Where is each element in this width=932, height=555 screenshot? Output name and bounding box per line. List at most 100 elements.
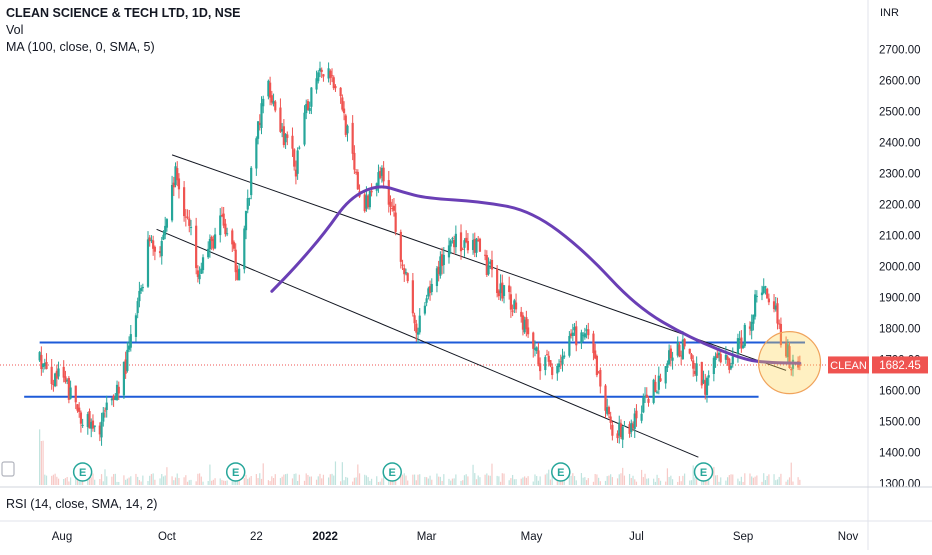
volume-bar (333, 475, 335, 485)
volume-bar (118, 481, 120, 485)
earnings-marker-icon (225, 462, 246, 482)
candle-body (690, 354, 693, 360)
chart-title: CLEAN SCIENCE & TECH LTD, 1D, NSE (6, 6, 241, 20)
candle-body (399, 231, 402, 262)
candle-body (90, 421, 93, 429)
volume-bar (489, 475, 491, 485)
candle-body (776, 303, 779, 324)
volume-bar (474, 473, 476, 485)
candle-body (236, 269, 239, 280)
volume-bar (224, 480, 226, 485)
volume-bar (44, 474, 46, 485)
volume-bar (556, 480, 558, 485)
symbol-tag-label: CLEAN (830, 360, 867, 372)
candle-body (752, 314, 755, 324)
volume-bar (401, 474, 404, 485)
candle-body (210, 236, 213, 241)
candle-body (198, 274, 201, 280)
volume-bar (424, 476, 426, 485)
volume-bar (732, 474, 734, 485)
candle-body (234, 249, 237, 273)
volume-bar (310, 476, 312, 485)
volume-bar (319, 473, 321, 485)
candle-body (346, 125, 349, 134)
volume-bar (78, 477, 80, 485)
volume-bar (212, 479, 214, 485)
candle-body (411, 280, 414, 314)
volume-bar (573, 476, 576, 485)
time-tick-label: Mar (417, 531, 437, 543)
volume-bar (183, 477, 185, 485)
volume-bar (102, 481, 104, 485)
candle-body (575, 326, 578, 346)
candle-body (544, 357, 547, 371)
volume-bar (451, 478, 454, 485)
volume-bar (752, 477, 755, 485)
candle-body (616, 433, 619, 439)
volume-bar (790, 462, 792, 485)
volume-bar (226, 480, 228, 485)
candle-body (57, 368, 60, 377)
volume-bar (763, 473, 765, 485)
volume-bar (104, 469, 106, 485)
volume-bar (90, 477, 92, 485)
volume-bar (202, 481, 204, 485)
candle-body (760, 292, 764, 296)
candle-body (41, 363, 45, 367)
candle-body (520, 311, 523, 317)
volume-bar (776, 479, 779, 485)
volume-bar (754, 476, 756, 485)
volume-bar (671, 479, 674, 485)
candle-body (406, 273, 409, 282)
volume-bar (647, 478, 650, 485)
volume-bar (623, 475, 626, 485)
candle-body (183, 187, 186, 217)
volume-bar (92, 473, 94, 485)
volume-bar (737, 478, 739, 485)
volume-bar (123, 475, 125, 485)
volume-bar (381, 478, 383, 485)
candle-body (428, 286, 432, 293)
volume-bar (744, 473, 746, 485)
candle-body (671, 357, 674, 361)
candle-body (559, 361, 562, 363)
volume-bar (345, 476, 347, 485)
candle-body (115, 384, 119, 400)
volume-bar (792, 481, 794, 485)
candle-body (387, 180, 390, 205)
candle-body (778, 323, 781, 325)
candle-body (659, 378, 662, 382)
time-tick-label: Sep (733, 531, 753, 543)
earnings-marker-letter: E (232, 467, 239, 479)
volume-bar (82, 479, 84, 485)
candle-body (633, 413, 636, 429)
candle-body (392, 205, 396, 211)
candle-body (666, 363, 669, 368)
volume-bar (376, 476, 378, 485)
volume-bar (450, 480, 452, 485)
candle-body (582, 334, 585, 336)
candle-body (502, 285, 506, 296)
volume-bar (659, 480, 662, 485)
volume-bar (259, 473, 261, 485)
volume-bar (575, 480, 577, 485)
candle-body (654, 381, 657, 392)
earnings-marker-letter: E (700, 467, 707, 479)
volume-bar (321, 478, 323, 485)
trendline (156, 228, 699, 458)
candle-body (201, 257, 205, 271)
volume-bar (87, 479, 89, 485)
price-tick-label: 2600.00 (879, 76, 921, 88)
volume-bar (611, 477, 613, 485)
volume-bar (291, 478, 294, 485)
volume-bar (704, 480, 706, 485)
candle-body (339, 87, 342, 97)
candle-body (318, 68, 322, 72)
candle-body (303, 112, 306, 145)
candle-body (294, 169, 298, 177)
volume-bar (138, 479, 140, 485)
volume-bar (725, 480, 727, 485)
candle-body (473, 239, 476, 253)
